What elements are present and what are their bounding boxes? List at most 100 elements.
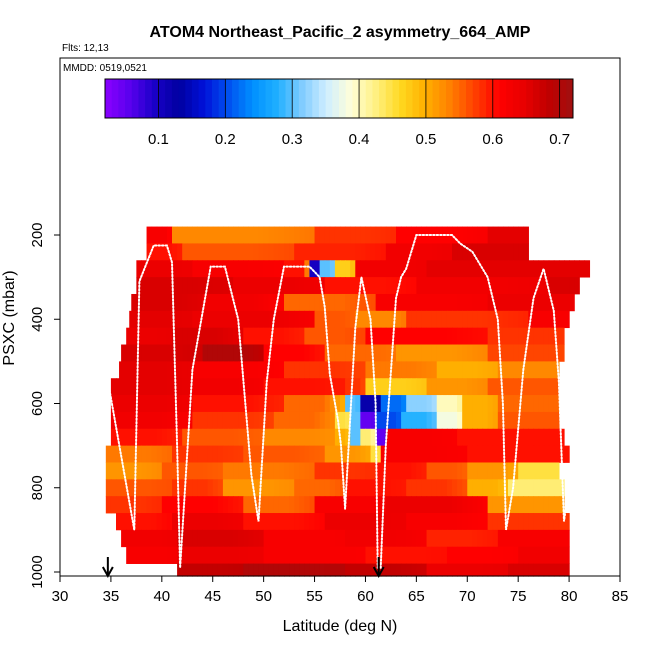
heatmap-cell — [375, 513, 382, 531]
marker-arrow-head — [372, 566, 385, 579]
heatmap-cell — [406, 361, 412, 379]
heatmap-cell — [166, 395, 173, 413]
heatmap-cell — [533, 293, 540, 312]
heatmap-cell — [477, 411, 484, 430]
heatmap-cell — [131, 378, 137, 396]
heatmap-cell — [401, 243, 407, 261]
heatmap-cell — [502, 344, 509, 362]
heatmap-cell — [329, 243, 336, 261]
heatmap-cell — [360, 496, 367, 514]
heatmap-cell — [243, 378, 249, 396]
heatmap-cell — [457, 243, 463, 261]
heatmap-cell — [340, 546, 346, 564]
heatmap-cell — [289, 411, 295, 430]
heatmap-cell — [248, 563, 255, 577]
heatmap-cell — [136, 529, 143, 548]
heatmap-cell — [457, 327, 463, 345]
heatmap-cell — [472, 411, 479, 430]
heatmap-cell — [212, 310, 219, 329]
heatmap-cell — [564, 310, 570, 329]
heatmap-cell — [497, 226, 504, 244]
heatmap-cell — [462, 260, 468, 278]
heatmap-cell — [172, 529, 178, 548]
heatmap-cell — [243, 226, 249, 244]
heatmap-cell — [360, 293, 367, 312]
heatmap-cell — [141, 411, 148, 430]
heatmap-cell — [380, 563, 387, 577]
heatmap-cell — [477, 344, 484, 362]
colorbar-swatch — [305, 79, 313, 118]
heatmap-cell — [161, 513, 168, 531]
heatmap-cell — [197, 361, 204, 379]
heatmap-cell — [212, 411, 219, 430]
heatmap-cell — [304, 563, 311, 577]
heatmap-cell — [309, 310, 316, 329]
heatmap-cell — [197, 395, 204, 413]
heatmap-cell — [380, 243, 387, 261]
heatmap-cell — [472, 293, 479, 312]
heatmap-cell — [513, 479, 519, 497]
heatmap-cell — [350, 546, 356, 564]
heatmap-cell — [268, 496, 275, 514]
heatmap-cell — [401, 327, 407, 345]
heatmap-cell — [268, 361, 275, 379]
heatmap-cell — [334, 563, 341, 577]
heatmap-cell — [177, 395, 183, 413]
heatmap-cell — [212, 226, 219, 244]
heatmap-cell — [355, 260, 361, 278]
heatmap-cell — [370, 260, 377, 278]
heatmap-cell — [202, 479, 209, 497]
heatmap-cell — [334, 344, 341, 362]
heatmap-cell — [166, 411, 173, 430]
heatmap-cell — [431, 563, 438, 577]
heatmap-cell — [543, 445, 550, 463]
heatmap-cell — [294, 310, 300, 329]
heatmap-cell — [502, 529, 509, 548]
heatmap-cell — [309, 395, 316, 413]
heatmap-cell — [426, 260, 433, 278]
heatmap-cell — [304, 327, 311, 345]
heatmap-cell — [233, 395, 239, 413]
heatmap-cell — [350, 293, 356, 312]
heatmap-cell — [161, 411, 168, 430]
heatmap-cell — [411, 310, 417, 329]
heatmap-cell — [431, 260, 438, 278]
heatmap-cell — [273, 327, 280, 345]
heatmap-cell — [457, 479, 463, 497]
heatmap-cell — [217, 260, 224, 278]
heatmap-cell — [380, 293, 387, 312]
heatmap-cell — [207, 445, 214, 463]
heatmap-cell — [161, 445, 168, 463]
heatmap-cell — [222, 529, 229, 548]
heatmap-cell — [345, 260, 351, 278]
heatmap-cell — [319, 411, 326, 430]
heatmap-cell — [538, 546, 545, 564]
heatmap-cell — [508, 563, 514, 577]
heatmap-cell — [436, 411, 443, 430]
heatmap-cell — [508, 479, 514, 497]
heatmap-cell — [497, 310, 504, 329]
heatmap-cell — [319, 327, 326, 345]
heatmap-cell — [411, 563, 417, 577]
heatmap-cell — [452, 428, 458, 447]
heatmap-cell — [192, 563, 199, 577]
heatmap-cell — [558, 293, 565, 312]
heatmap-cell — [390, 243, 397, 261]
heatmap-cell — [248, 428, 255, 447]
heatmap-cell — [253, 378, 260, 396]
heatmap-cell — [233, 546, 239, 564]
heatmap-cell — [472, 226, 479, 244]
heatmap-cell — [110, 462, 117, 480]
heatmap-cell — [487, 479, 494, 497]
heatmap-cell — [161, 327, 168, 345]
heatmap-cell — [508, 462, 514, 480]
heatmap-cell — [574, 277, 580, 295]
heatmap-cell — [187, 496, 193, 514]
heatmap-cell — [304, 462, 311, 480]
heatmap-cell — [289, 327, 295, 345]
heatmap-cell — [334, 226, 341, 244]
colorbar-swatch — [339, 79, 347, 118]
heatmap-cell — [126, 344, 132, 362]
heatmap-cell — [319, 563, 326, 577]
heatmap-cell — [192, 361, 199, 379]
